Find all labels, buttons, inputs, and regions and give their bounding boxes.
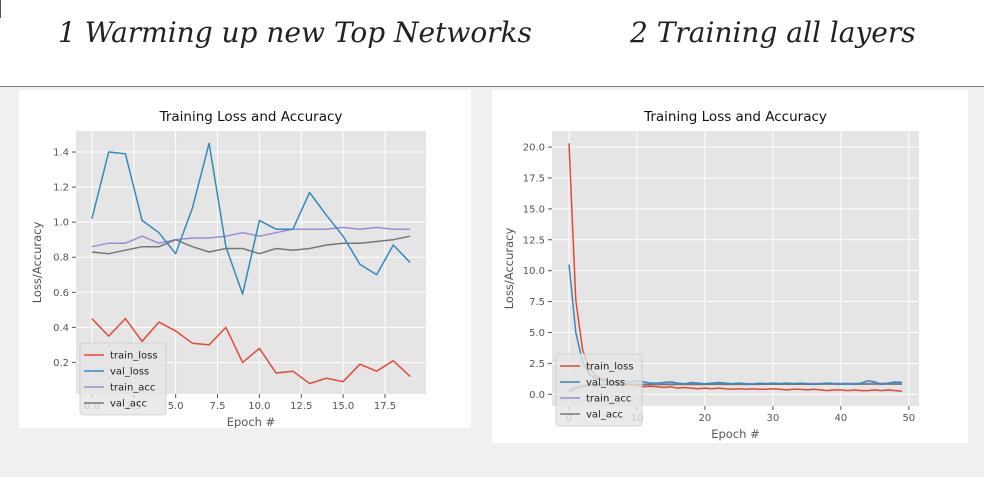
legend-label: val_loss — [586, 378, 625, 389]
legend-label: train_loss — [586, 362, 634, 373]
y-tick-label: 0.0 — [529, 390, 545, 401]
y-tick-label: 10.0 — [523, 266, 545, 277]
x-tick-label: 50 — [902, 413, 915, 424]
y-tick-label: 0.4 — [53, 323, 69, 334]
chart-title: Training Loss and Accuracy — [643, 109, 827, 125]
section-text: Warming up new Top Networks — [84, 16, 532, 49]
x-tick-label: 12.5 — [290, 401, 312, 412]
legend-box — [555, 353, 643, 427]
x-axis-label: Epoch # — [227, 415, 276, 428]
y-tick-label: 0.6 — [53, 288, 69, 299]
section-title-warmup: 1 Warming up new Top Networks — [58, 16, 532, 49]
header-divider — [0, 86, 984, 87]
legend-label: train_loss — [110, 351, 158, 362]
window-edge-mark — [0, 0, 1, 18]
x-tick-label: 17.5 — [374, 401, 396, 412]
series-line-train-acc — [91, 226, 411, 248]
x-tick-label: 5.0 — [168, 401, 184, 412]
series-line-train-loss — [91, 317, 411, 385]
x-tick-label: 20 — [699, 413, 712, 424]
y-tick-label: 1.0 — [53, 218, 69, 229]
y-axis-label: Loss/Accuracy — [30, 222, 44, 304]
legend-box — [79, 342, 167, 416]
x-axis-label: Epoch # — [711, 427, 760, 441]
section-title-training: 2 Training all layers — [630, 16, 916, 49]
y-tick-label: 2.5 — [529, 359, 545, 370]
y-tick-label: 0.8 — [53, 253, 69, 264]
chart-panel-full-training: 010203040500.02.55.07.510.012.515.017.52… — [492, 90, 968, 443]
y-tick-label: 5.0 — [529, 328, 545, 339]
y-tick-label: 7.5 — [529, 297, 545, 308]
x-tick-label: 7.5 — [210, 401, 226, 412]
x-tick-label: 40 — [834, 413, 847, 424]
y-axis-label: Loss/Accuracy — [502, 228, 516, 310]
section-text: Training all layers — [656, 16, 916, 49]
chart-full-training: 010203040500.02.55.07.510.012.515.017.52… — [502, 109, 919, 441]
legend-label: val_acc — [110, 399, 147, 410]
content-area: 0.0 2.5 5.0 7.5 10.0 12.5 15.0 17.5 0.2 0.4 0.6 0.8… — [0, 87, 984, 477]
y-tick-label: 12.5 — [523, 235, 545, 246]
header-area: 1 Warming up new Top Networks 2 Training… — [0, 0, 984, 86]
series-line-val-acc — [91, 235, 411, 255]
section-number: 2 — [630, 16, 648, 49]
chart-warmup: 0.02.55.07.510.012.515.017.50.20.40.60.8… — [30, 109, 426, 429]
y-tick-label: 1.2 — [53, 183, 69, 194]
series-line-val-loss — [91, 142, 411, 295]
y-tick-label: 20.0 — [523, 143, 545, 154]
y-tick-label: 0.2 — [53, 358, 69, 369]
legend-label: train_acc — [110, 383, 155, 394]
legend-label: val_acc — [586, 410, 623, 421]
legend-label: val_loss — [110, 367, 149, 378]
x-tick-label: 10.0 — [248, 401, 270, 412]
chart-title: Training Loss and Accuracy — [159, 109, 343, 125]
chart-panel-warmup: 0.02.55.07.510.012.515.017.50.20.40.60.8… — [19, 90, 471, 429]
y-tick-label: 17.5 — [523, 173, 545, 184]
y-tick-label: 1.4 — [53, 148, 69, 159]
x-tick-label: 15.0 — [332, 401, 354, 412]
y-tick-label: 15.0 — [523, 204, 545, 215]
section-number: 1 — [58, 16, 76, 49]
legend-label: train_acc — [586, 394, 631, 405]
x-tick-label: 30 — [767, 413, 780, 424]
